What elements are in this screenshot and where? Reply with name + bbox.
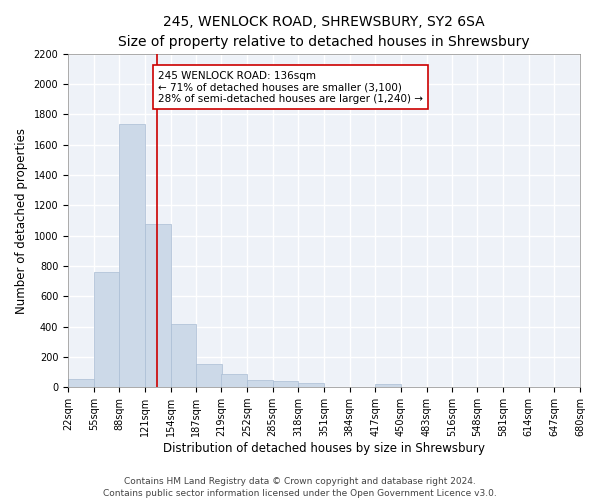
Bar [247,380,272,387]
X-axis label: Distribution of detached houses by size in Shrewsbury: Distribution of detached houses by size … [163,442,485,455]
Bar [171,324,196,387]
Bar [119,124,145,387]
Title: 245, WENLOCK ROAD, SHREWSBURY, SY2 6SA
Size of property relative to detached hou: 245, WENLOCK ROAD, SHREWSBURY, SY2 6SA S… [118,15,530,48]
Y-axis label: Number of detached properties: Number of detached properties [15,128,28,314]
Bar [272,381,298,387]
Text: Contains HM Land Registry data © Crown copyright and database right 2024.
Contai: Contains HM Land Registry data © Crown c… [103,476,497,498]
Text: 245 WENLOCK ROAD: 136sqm
← 71% of detached houses are smaller (3,100)
28% of sem: 245 WENLOCK ROAD: 136sqm ← 71% of detach… [158,70,423,104]
Bar [221,374,247,387]
Bar [298,382,324,387]
Bar [68,379,94,387]
Bar [376,384,401,387]
Bar [145,224,171,387]
Bar [196,364,222,387]
Bar [94,272,119,387]
